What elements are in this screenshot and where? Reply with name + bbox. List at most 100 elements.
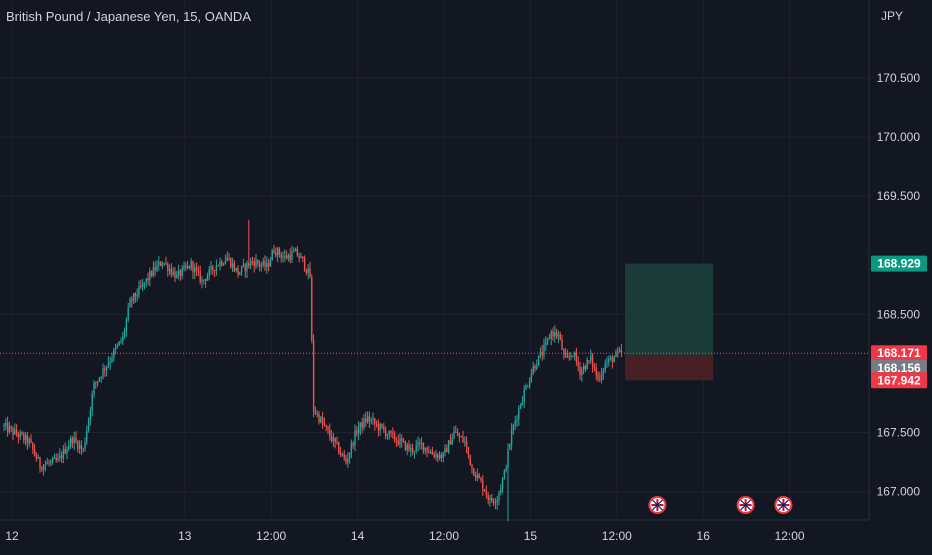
- candle-body: [347, 459, 349, 463]
- candle-body: [239, 272, 241, 275]
- symbol-title[interactable]: British Pound / Japanese Yen, 15, OANDA: [6, 9, 251, 24]
- candle-body: [509, 444, 511, 450]
- candle-body: [230, 258, 232, 268]
- candle-body: [356, 430, 358, 434]
- candle-body: [206, 275, 209, 281]
- event-markers[interactable]: [648, 496, 793, 514]
- candle-body: [534, 366, 536, 369]
- time-tick-label: 12:00: [256, 529, 286, 543]
- last-price-label: 168.171: [877, 346, 921, 360]
- candle-body: [46, 462, 48, 465]
- candle-body: [293, 251, 295, 253]
- time-tick-label: 16: [697, 529, 711, 543]
- candle-body: [77, 441, 79, 450]
- candle-body: [401, 438, 403, 441]
- candle-body: [370, 419, 372, 422]
- candle-body: [68, 445, 70, 450]
- candle-body: [188, 265, 191, 269]
- candle-body: [140, 286, 142, 288]
- uk-flag-icon[interactable]: [774, 496, 793, 514]
- candle-body: [116, 345, 119, 348]
- candle-body: [609, 357, 612, 359]
- candle-body: [384, 430, 387, 437]
- candle-body: [143, 282, 146, 284]
- candle-body: [269, 260, 272, 267]
- candle-body: [485, 491, 488, 496]
- time-tick-label: 12:00: [602, 529, 632, 543]
- candle-body: [597, 375, 599, 379]
- candle-body: [5, 422, 7, 426]
- candle-body: [460, 436, 462, 438]
- candle-body: [575, 352, 578, 362]
- candle-body: [514, 421, 516, 426]
- target-zone[interactable]: [625, 263, 714, 356]
- candle-body: [291, 251, 293, 260]
- candle-body: [12, 427, 14, 435]
- target-price-label-bg: [871, 255, 927, 272]
- candle-body: [332, 437, 335, 442]
- candle-body: [392, 432, 394, 434]
- candle-body: [19, 432, 21, 437]
- uk-flag-icon[interactable]: [648, 496, 667, 514]
- candle-body: [404, 441, 407, 451]
- candle-body: [131, 298, 133, 302]
- target-price-label: 168.929: [877, 257, 921, 271]
- candle-body: [87, 418, 90, 431]
- candle-body: [473, 468, 475, 476]
- candle-body: [500, 488, 502, 493]
- candle-body: [32, 442, 34, 450]
- candle-body: [555, 331, 558, 337]
- position-tool[interactable]: [625, 263, 714, 381]
- candle-body: [204, 279, 207, 281]
- candle-body: [554, 331, 556, 337]
- candle-body: [6, 422, 9, 432]
- candle-body: [446, 448, 448, 453]
- candle-body: [154, 267, 156, 271]
- candle-body: [186, 265, 189, 268]
- candle-body: [23, 434, 25, 441]
- candle-body: [561, 339, 563, 350]
- candle-body: [91, 394, 93, 411]
- candle-body: [447, 440, 450, 453]
- candle-body: [438, 454, 441, 459]
- candle-body: [314, 410, 317, 414]
- candle-body: [595, 367, 597, 376]
- candle-body: [525, 386, 527, 390]
- candle-body: [348, 453, 351, 460]
- candle-body: [483, 489, 486, 492]
- candle-body: [334, 437, 336, 443]
- candle-body: [278, 248, 281, 255]
- candle-body: [330, 436, 333, 442]
- candle-body: [258, 263, 261, 266]
- candle-body: [224, 260, 227, 264]
- candle-body: [476, 474, 479, 478]
- time-axis[interactable]: 12 13 12:00 14 12:00 15 12:00 16 12:00: [5, 529, 805, 543]
- uk-flag-icon[interactable]: [736, 496, 755, 514]
- candle-body: [329, 429, 331, 437]
- candle-body: [455, 431, 457, 433]
- candle-body: [426, 447, 428, 452]
- stop-zone[interactable]: [625, 355, 714, 381]
- candle-body: [170, 268, 173, 275]
- candle-body: [374, 418, 376, 424]
- candle-body: [492, 501, 495, 503]
- candle-body: [489, 497, 491, 501]
- candle-body: [3, 425, 5, 427]
- candle-body: [429, 452, 432, 454]
- candle-body: [573, 352, 576, 356]
- candle-body: [590, 355, 592, 361]
- flag-diag-2: [651, 499, 663, 511]
- candle-body: [165, 263, 167, 265]
- candle-body: [494, 502, 497, 504]
- candle-body: [114, 347, 117, 350]
- candle-body: [62, 449, 65, 459]
- candle-body: [285, 255, 288, 259]
- candle-body: [127, 307, 129, 320]
- price-axis[interactable]: 170.500 170.000 169.500 168.500 167.500 167.0…: [877, 71, 921, 499]
- candle-body: [57, 458, 59, 461]
- candle-body: [417, 442, 419, 446]
- candle-body: [17, 434, 20, 437]
- candle-body: [620, 350, 623, 353]
